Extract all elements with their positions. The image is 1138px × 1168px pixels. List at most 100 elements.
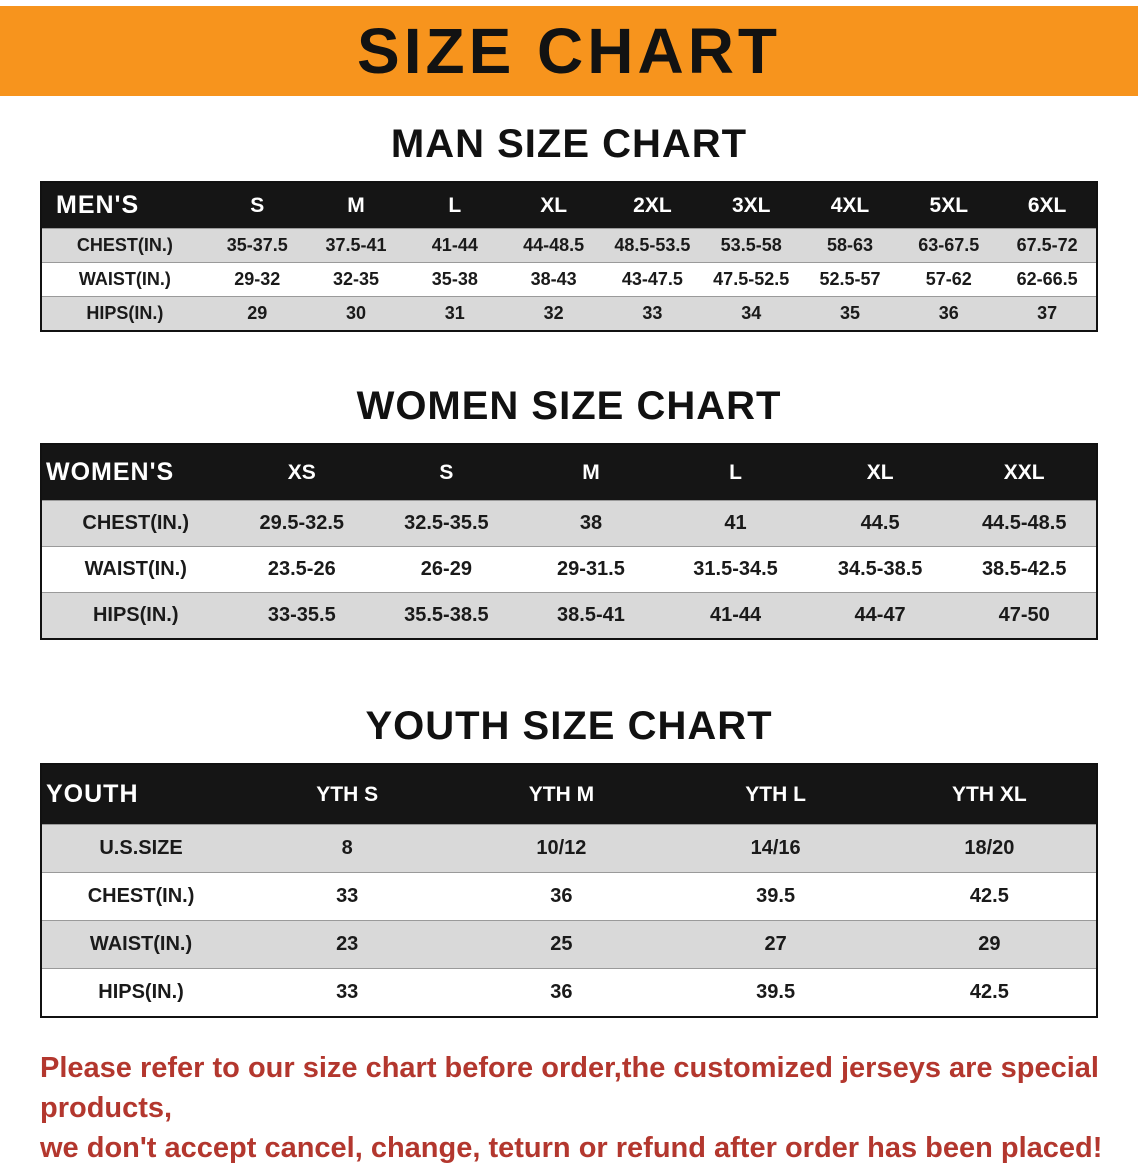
size-value-cell: 38-43 bbox=[504, 262, 604, 297]
table-title-cell: WOMEN'S bbox=[41, 444, 230, 501]
size-value-cell: 39.5 bbox=[668, 872, 883, 921]
row-label-cell: WAIST(IN.) bbox=[41, 920, 241, 969]
size-value-cell: 43-47.5 bbox=[603, 262, 702, 297]
table-row: WAIST(IN.) 23 25 27 29 bbox=[41, 920, 1097, 969]
size-value-cell: 31 bbox=[405, 296, 505, 331]
size-value-cell: 25 bbox=[454, 920, 669, 969]
table-row: HIPS(IN.) 33-35.5 35.5-38.5 38.5-41 41-44 44-… bbox=[41, 592, 1097, 639]
size-column-header: XS bbox=[229, 444, 375, 501]
size-column-header: 6XL bbox=[998, 182, 1097, 229]
size-value-cell: 41-44 bbox=[663, 592, 808, 639]
size-value-cell: 44-47 bbox=[807, 592, 953, 639]
men-section-heading: MAN SIZE CHART bbox=[390, 122, 748, 166]
size-column-header: S bbox=[374, 444, 519, 501]
size-column-header: 4XL bbox=[800, 182, 900, 229]
size-column-header: M bbox=[518, 444, 664, 501]
women-section-heading: WOMEN SIZE CHART bbox=[356, 384, 782, 428]
size-value-cell: 29-32 bbox=[207, 262, 307, 297]
size-value-cell: 47-50 bbox=[952, 592, 1097, 639]
size-value-cell: 36 bbox=[454, 968, 669, 1017]
row-label-cell: WAIST(IN.) bbox=[41, 262, 208, 297]
size-column-header: XL bbox=[504, 182, 604, 229]
table-row: CHEST(IN.) 33 36 39.5 42.5 bbox=[41, 872, 1097, 921]
size-column-header: XXL bbox=[952, 444, 1097, 501]
youth-size-table: YOUTH YTH S YTH M YTH L YTH XL U.S.SIZE 8 10/12… bbox=[40, 763, 1098, 1018]
size-column-header: L bbox=[405, 182, 505, 229]
table-row: WAIST(IN.) 29-32 32-35 35-38 38-43 43-47.5 47.… bbox=[41, 262, 1097, 297]
size-column-header: YTH XL bbox=[882, 764, 1097, 825]
row-label-cell: HIPS(IN.) bbox=[41, 968, 241, 1017]
size-column-header: 5XL bbox=[899, 182, 999, 229]
size-value-cell: 41 bbox=[663, 500, 808, 547]
size-value-cell: 53.5-58 bbox=[701, 228, 801, 263]
size-column-header: 3XL bbox=[701, 182, 801, 229]
footer-note: Please refer to our size chart before or… bbox=[0, 1048, 1138, 1168]
size-column-header: 2XL bbox=[603, 182, 702, 229]
size-value-cell: 10/12 bbox=[454, 824, 669, 873]
size-value-cell: 44.5 bbox=[807, 500, 953, 547]
size-value-cell: 35 bbox=[800, 296, 900, 331]
women-size-table: WOMEN'S XS S M L XL XXL CHEST(IN.) 29.5-32.5 32.5… bbox=[40, 443, 1098, 640]
size-column-header: L bbox=[663, 444, 808, 501]
size-value-cell: 23 bbox=[240, 920, 455, 969]
size-value-cell: 33 bbox=[240, 872, 455, 921]
table-row: WAIST(IN.) 23.5-26 26-29 29-31.5 31.5-34.5 34… bbox=[41, 546, 1097, 593]
row-label-cell: HIPS(IN.) bbox=[41, 592, 230, 639]
size-value-cell: 26-29 bbox=[374, 546, 519, 593]
row-label-cell: CHEST(IN.) bbox=[41, 500, 230, 547]
size-value-cell: 36 bbox=[899, 296, 999, 331]
footer-note-line1: Please refer to our size chart before or… bbox=[40, 1052, 1099, 1125]
size-value-cell: 34 bbox=[701, 296, 801, 331]
banner-title: SIZE CHART bbox=[357, 15, 781, 87]
size-value-cell: 42.5 bbox=[882, 872, 1097, 921]
size-value-cell: 18/20 bbox=[882, 824, 1097, 873]
size-column-header: YTH M bbox=[454, 764, 669, 825]
size-value-cell: 32.5-35.5 bbox=[374, 500, 519, 547]
size-value-cell: 35-37.5 bbox=[207, 228, 307, 263]
size-value-cell: 32-35 bbox=[306, 262, 406, 297]
size-value-cell: 38.5-41 bbox=[518, 592, 664, 639]
size-column-header: S bbox=[207, 182, 307, 229]
table-title-cell: MEN'S bbox=[41, 182, 208, 229]
table-row: CHEST(IN.) 35-37.5 37.5-41 41-44 44-48.5 48.5… bbox=[41, 228, 1097, 263]
men-size-table: MEN'S S M L XL 2XL 3XL 4XL 5XL 6XL CHEST(IN.) 35-37… bbox=[40, 181, 1098, 332]
table-row: CHEST(IN.) 29.5-32.5 32.5-35.5 38 41 44.5 44.5… bbox=[41, 500, 1097, 547]
size-column-header: M bbox=[306, 182, 406, 229]
size-value-cell: 39.5 bbox=[668, 968, 883, 1017]
table-row: U.S.SIZE 8 10/12 14/16 18/20 bbox=[41, 824, 1097, 873]
size-value-cell: 8 bbox=[240, 824, 455, 873]
size-value-cell: 14/16 bbox=[668, 824, 883, 873]
size-value-cell: 29 bbox=[207, 296, 307, 331]
women-size-chart-section: WOMEN SIZE CHART WOMEN'S XS S M L XL XXL CHEST(… bbox=[0, 384, 1138, 640]
row-label-cell: U.S.SIZE bbox=[41, 824, 241, 873]
size-value-cell: 44-48.5 bbox=[504, 228, 604, 263]
row-label-cell: WAIST(IN.) bbox=[41, 546, 230, 593]
size-value-cell: 35-38 bbox=[405, 262, 505, 297]
size-value-cell: 67.5-72 bbox=[998, 228, 1097, 263]
size-value-cell: 58-63 bbox=[800, 228, 900, 263]
size-value-cell: 57-62 bbox=[899, 262, 999, 297]
size-value-cell: 52.5-57 bbox=[800, 262, 900, 297]
size-value-cell: 29-31.5 bbox=[518, 546, 664, 593]
size-value-cell: 29 bbox=[882, 920, 1097, 969]
footer-note-line2: we don't accept cancel, change, teturn o… bbox=[40, 1132, 1103, 1165]
size-value-cell: 33-35.5 bbox=[229, 592, 375, 639]
size-value-cell: 62-66.5 bbox=[998, 262, 1097, 297]
size-value-cell: 47.5-52.5 bbox=[701, 262, 801, 297]
size-value-cell: 33 bbox=[240, 968, 455, 1017]
size-value-cell: 38.5-42.5 bbox=[952, 546, 1097, 593]
size-value-cell: 42.5 bbox=[882, 968, 1097, 1017]
table-title-cell: YOUTH bbox=[41, 764, 241, 825]
size-value-cell: 37 bbox=[998, 296, 1097, 331]
size-chart-banner: SIZE CHART bbox=[0, 6, 1138, 96]
size-value-cell: 38 bbox=[518, 500, 664, 547]
size-value-cell: 34.5-38.5 bbox=[807, 546, 953, 593]
size-value-cell: 37.5-41 bbox=[306, 228, 406, 263]
size-value-cell: 30 bbox=[306, 296, 406, 331]
size-value-cell: 63-67.5 bbox=[899, 228, 999, 263]
size-value-cell: 35.5-38.5 bbox=[374, 592, 519, 639]
row-label-cell: CHEST(IN.) bbox=[41, 228, 208, 263]
size-value-cell: 23.5-26 bbox=[229, 546, 375, 593]
table-row: HIPS(IN.) 29 30 31 32 33 34 35 36 37 bbox=[41, 296, 1097, 331]
size-value-cell: 44.5-48.5 bbox=[952, 500, 1097, 547]
